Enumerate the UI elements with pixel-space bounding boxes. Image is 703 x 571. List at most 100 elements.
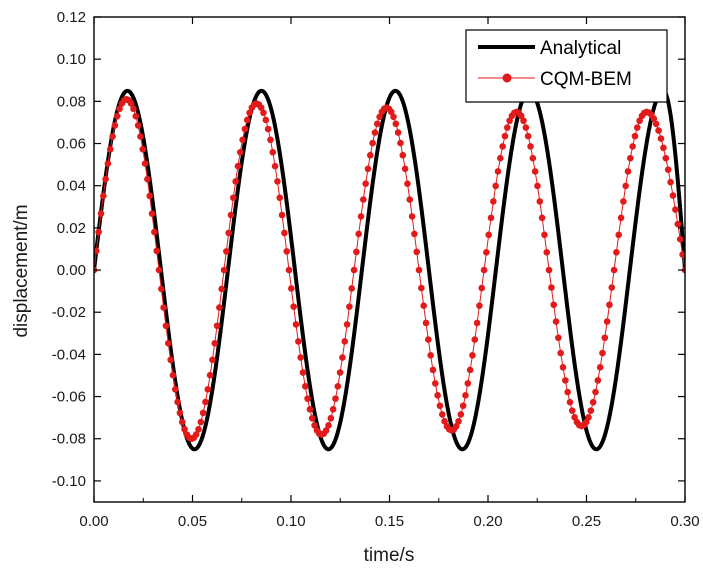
series-cqm-bem-point: [408, 213, 416, 220]
series-cqm-bem-point: [606, 301, 613, 309]
series-cqm-bem-point: [311, 421, 318, 429]
series-cqm-bem-point: [485, 231, 493, 239]
x-axis-label: time/s: [364, 545, 415, 566]
series-cqm-bem-point: [366, 151, 374, 159]
series-cqm-bem-point: [531, 168, 539, 175]
series-cqm-bem-point: [339, 354, 346, 361]
series-cqm-bem-point: [541, 231, 548, 239]
y-tick-label: 0.10: [57, 51, 86, 68]
series-cqm-bem-point: [376, 113, 383, 121]
series-cqm-bem-point: [587, 407, 595, 414]
series-cqm-bem-point: [564, 388, 571, 396]
plot-frame: [93, 16, 686, 503]
series-cqm-bem-point: [167, 356, 174, 364]
series-cqm-bem-point: [652, 120, 660, 128]
series-cqm-bem-point: [192, 431, 200, 438]
series-cqm-bem-point: [459, 402, 467, 410]
series-cqm-bem-point: [211, 339, 219, 347]
series-cqm-bem-point: [102, 175, 109, 183]
series-cqm-bem-point: [106, 145, 114, 153]
series-cqm-bem-point: [636, 117, 643, 125]
series-cqm-bem-point: [627, 154, 634, 162]
series-cqm-bem-point: [144, 175, 151, 183]
series-cqm-bem-point: [329, 406, 337, 413]
series-cqm-bem-point: [174, 398, 181, 406]
x-tick-label: 0.00: [79, 513, 108, 530]
series-cqm-bem-point: [601, 334, 609, 342]
y-tick-label: 0.04: [57, 178, 86, 195]
x-tick-labels: 0.00 0.05 0.10 0.15 0.20 0.25 0.30: [79, 513, 699, 530]
series-cqm-bem-point: [218, 285, 225, 293]
series-cqm-bem-point: [418, 284, 425, 292]
series-cqm-bem-point: [650, 115, 658, 122]
series-cqm-bem-point: [490, 198, 497, 205]
series-cqm-bem-point: [306, 406, 314, 413]
series-cqm-bem-point: [492, 182, 499, 190]
series-cqm-bem-point: [557, 349, 564, 357]
series-cqm-bem-point: [137, 133, 144, 140]
series-cqm-bem-point: [139, 145, 147, 153]
series-cqm-bem-point: [522, 124, 530, 131]
series-cqm-bem-point: [369, 139, 376, 147]
series-cqm-bem-point: [216, 304, 223, 311]
series-cqm-bem-line: [94, 98, 685, 440]
series-cqm-bem-point: [674, 220, 682, 228]
series-cqm-bem-point: [297, 354, 304, 361]
series-cqm-bem-point: [499, 143, 506, 150]
series-cqm-bem-point: [274, 178, 281, 185]
series-cqm-bem-point: [327, 414, 335, 422]
series-cqm-bem-point: [622, 182, 629, 190]
series-cqm-bem-point: [116, 105, 123, 113]
series-cqm-bem-point: [524, 132, 532, 140]
y-axis-label: displacement/m: [11, 204, 32, 337]
series-cqm-bem-point: [158, 285, 165, 293]
series-cqm-bem-point: [148, 210, 156, 217]
series-cqm-bem-point: [427, 352, 434, 359]
x-tick-label: 0.30: [670, 513, 699, 530]
y-tick-label: 0.02: [57, 220, 86, 237]
series-cqm-bem-point: [529, 154, 537, 162]
series-cqm-bem-point: [239, 136, 246, 144]
series-cqm-bem-point: [278, 211, 286, 219]
series-cqm-bem-point: [295, 338, 302, 345]
series-cqm-bem-point: [341, 338, 349, 345]
series-cqm-bem-point: [620, 198, 627, 205]
series-cqm-bem-point: [288, 285, 295, 292]
x-tick-label: 0.10: [276, 513, 305, 530]
series-cqm-bem-point: [346, 303, 353, 310]
series-cqm-bem-point: [353, 248, 360, 256]
series-cqm-bem-point: [292, 321, 300, 328]
series-cqm-bem-point: [615, 231, 623, 239]
series-cqm-bem-point: [664, 166, 672, 174]
series-cqm-bem-point: [527, 143, 534, 150]
series-cqm-bem-point: [299, 369, 307, 376]
series-cqm-bem-point: [362, 180, 369, 187]
series-cqm-bem-point: [538, 214, 546, 222]
series-cqm-bem-point: [399, 151, 407, 159]
series-cqm-bem-point: [234, 162, 242, 170]
series-cqm-bem-point: [545, 266, 553, 274]
series-cqm-bem-point: [594, 377, 602, 384]
series-cqm-bem-point: [364, 165, 372, 173]
series-cqm-bem-point: [104, 160, 112, 167]
series-cqm-bem-point: [387, 108, 395, 116]
series-cqm-bem-point: [301, 383, 309, 390]
y-tick-label: 0.08: [57, 93, 86, 110]
series-cqm-bem-point: [264, 125, 272, 133]
series-cqm-bem-point: [603, 318, 611, 325]
series-cqm-bem-point: [464, 380, 472, 387]
series-cqm-bem-point: [401, 165, 409, 173]
series-cqm-bem-point: [204, 386, 212, 393]
series-cqm-bem-point: [169, 371, 177, 379]
series-cqm-bem-point: [267, 136, 274, 144]
series-cqm-bem-point: [596, 364, 604, 371]
series-cqm-bem-point: [599, 349, 606, 357]
series-cqm-bem-point: [165, 339, 172, 347]
series-cqm-bem-point: [357, 213, 365, 220]
series-cqm-bem-point: [476, 302, 483, 310]
x-tick-label: 0.25: [572, 513, 601, 530]
series-cqm-bem-point: [455, 418, 462, 425]
series-cqm-bem-point: [262, 116, 270, 124]
y-tick-label: -0.04: [52, 346, 86, 363]
series-cqm-bem-point: [281, 229, 288, 237]
